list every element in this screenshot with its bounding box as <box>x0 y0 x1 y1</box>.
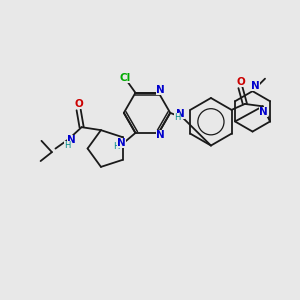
Text: N: N <box>176 109 185 119</box>
Text: N: N <box>156 85 164 95</box>
Text: O: O <box>236 76 245 87</box>
Text: H: H <box>64 140 71 149</box>
Text: N: N <box>156 130 164 140</box>
Text: Cl: Cl <box>119 73 131 83</box>
Text: O: O <box>74 99 83 109</box>
Text: N: N <box>68 135 76 145</box>
Text: H: H <box>174 113 180 122</box>
Text: H: H <box>113 142 119 151</box>
Text: N: N <box>251 81 260 91</box>
Text: N: N <box>117 138 126 148</box>
Text: N: N <box>259 107 268 117</box>
